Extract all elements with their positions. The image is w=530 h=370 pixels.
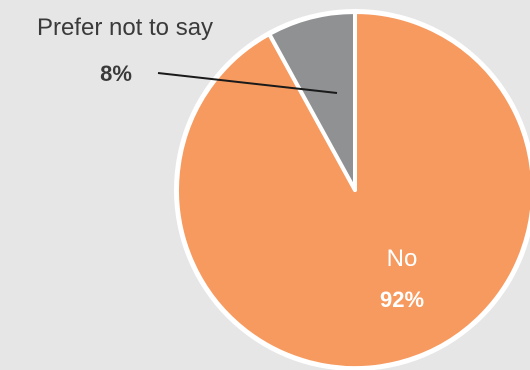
pie-slices bbox=[174, 9, 530, 370]
pie-slice-prefer-not-to-say bbox=[267, 10, 357, 192]
slice-label-no: No bbox=[387, 245, 418, 272]
pie-labels: No 92% Prefer not to say 8% bbox=[37, 14, 424, 312]
slice-value-no: 92% bbox=[380, 287, 424, 312]
slice-value-prefer-not-to-say: 8% bbox=[100, 61, 132, 86]
slice-label-prefer-not-to-say: Prefer not to say bbox=[37, 14, 213, 41]
leader-line-prefer-not-to-say bbox=[157, 72, 338, 94]
